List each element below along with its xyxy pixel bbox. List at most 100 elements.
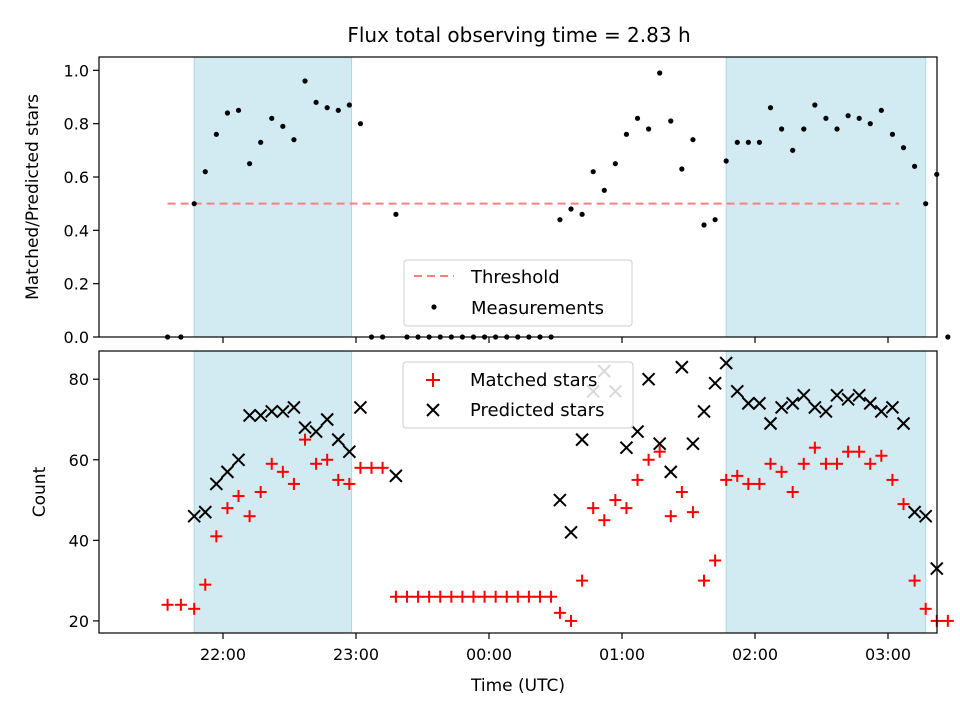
- matched-point: [210, 530, 223, 543]
- measurement-point: [767, 105, 774, 111]
- measurement-point: [945, 334, 951, 340]
- matched-point: [698, 574, 711, 587]
- matched-point: [232, 490, 245, 503]
- predicted-point: [686, 436, 700, 451]
- matched-point: [276, 465, 289, 478]
- predicted-point: [353, 400, 368, 415]
- x-tick-label: 23:00: [333, 645, 379, 664]
- measurement-point: [701, 222, 707, 228]
- matched-point: [686, 506, 699, 519]
- predicted-point: [664, 465, 678, 479]
- y-tick-label: 0.6: [64, 168, 89, 187]
- bottom-shaded-spans: [193, 350, 927, 634]
- matched-point: [389, 590, 402, 603]
- measurement-point: [269, 115, 275, 121]
- predicted-point: [896, 416, 911, 431]
- predicted-point: [198, 505, 212, 519]
- top-y-ticks: 0.0 0.2 0.4 0.6 0.8 1.0: [64, 61, 99, 347]
- predicted-point: [209, 477, 224, 491]
- matched-point: [254, 486, 267, 498]
- predicted-point: [797, 388, 811, 403]
- top-legend: Threshold Measurements: [403, 259, 633, 327]
- measurement-point: [324, 105, 330, 111]
- predicted-point-b: [320, 412, 334, 427]
- predicted-point: [231, 453, 246, 467]
- matched-point: [941, 614, 954, 627]
- matched-point: [897, 498, 910, 511]
- predicted-point: [641, 372, 656, 386]
- predicted-point-b: [619, 440, 634, 455]
- matched-point: [221, 502, 234, 515]
- predicted-point-b: [841, 392, 855, 407]
- matched-point: [321, 453, 334, 466]
- matched-point: [265, 457, 278, 470]
- measurement-point: [734, 139, 740, 145]
- matched-point: [797, 457, 810, 470]
- measurement-point: [393, 211, 399, 217]
- y-tick-label: 0.2: [64, 275, 89, 294]
- top-legend-box: [403, 259, 633, 327]
- measurement-point: [590, 169, 596, 175]
- predicted-point: [342, 445, 357, 459]
- top-y-axis-label: Matched/Predicted stars: [23, 94, 43, 300]
- predicted-point: [187, 509, 201, 523]
- matched-point: [522, 590, 535, 603]
- measurement-point: [302, 78, 308, 84]
- predicted-point: [719, 356, 733, 370]
- matched-point: [343, 477, 356, 490]
- predicted-point-b: [242, 408, 257, 423]
- predicted-point: [763, 416, 778, 431]
- predicted-point: [874, 404, 889, 419]
- y-tick-label: 1.0: [64, 61, 89, 80]
- predicted-point-b: [331, 432, 345, 447]
- top-x-ticks: [222, 337, 889, 343]
- x-tick-label: 00:00: [466, 645, 512, 664]
- measurement-point: [823, 115, 829, 121]
- matched-point: [553, 606, 566, 619]
- predicted-point: [863, 396, 877, 411]
- matched-point: [287, 477, 300, 490]
- predicted-point-b: [187, 509, 201, 523]
- y-tick-label: 0.4: [64, 221, 89, 240]
- predicted-point-b: [253, 408, 268, 423]
- matched-point: [576, 574, 589, 587]
- measurement-point: [900, 145, 907, 151]
- shaded-span: [725, 56, 927, 338]
- matched-point: [199, 578, 212, 591]
- matched-point: [434, 590, 447, 603]
- predicted-point: [808, 400, 822, 415]
- predicted-point-b: [564, 525, 578, 539]
- matched-point: [565, 614, 578, 627]
- predicted-point: [630, 424, 645, 439]
- y-tick-label: 80: [69, 370, 89, 389]
- chart-title: Flux total observing time = 2.83 h: [347, 23, 690, 47]
- matched-point: [831, 457, 844, 470]
- matched-point: [664, 510, 677, 523]
- predicted-point-b: [797, 388, 811, 403]
- predicted-point: [730, 384, 744, 398]
- predicted-point-b: [808, 400, 822, 415]
- matched-point: [332, 473, 345, 486]
- measurement-point: [878, 107, 884, 113]
- matched-point: [620, 502, 633, 515]
- predicted-point-b: [231, 453, 246, 467]
- matched-point: [731, 469, 744, 482]
- predicted-point-b: [198, 505, 212, 519]
- predicted-point: [785, 396, 800, 411]
- shaded-span: [193, 350, 353, 634]
- predicted-point: [242, 408, 257, 423]
- measurement-point: [258, 139, 264, 145]
- matched-point: [653, 445, 666, 458]
- predicted-point-b: [852, 388, 866, 403]
- measurement-point: [601, 187, 607, 193]
- predicted-point: [741, 396, 756, 411]
- measurement-points: [164, 70, 951, 340]
- bottom-legend: Matched stars Predicted stars: [402, 361, 634, 429]
- y-tick-label: 20: [69, 612, 89, 631]
- predicted-point-b: [896, 416, 911, 431]
- matched-point: [376, 461, 389, 474]
- measurement-point: [856, 115, 862, 121]
